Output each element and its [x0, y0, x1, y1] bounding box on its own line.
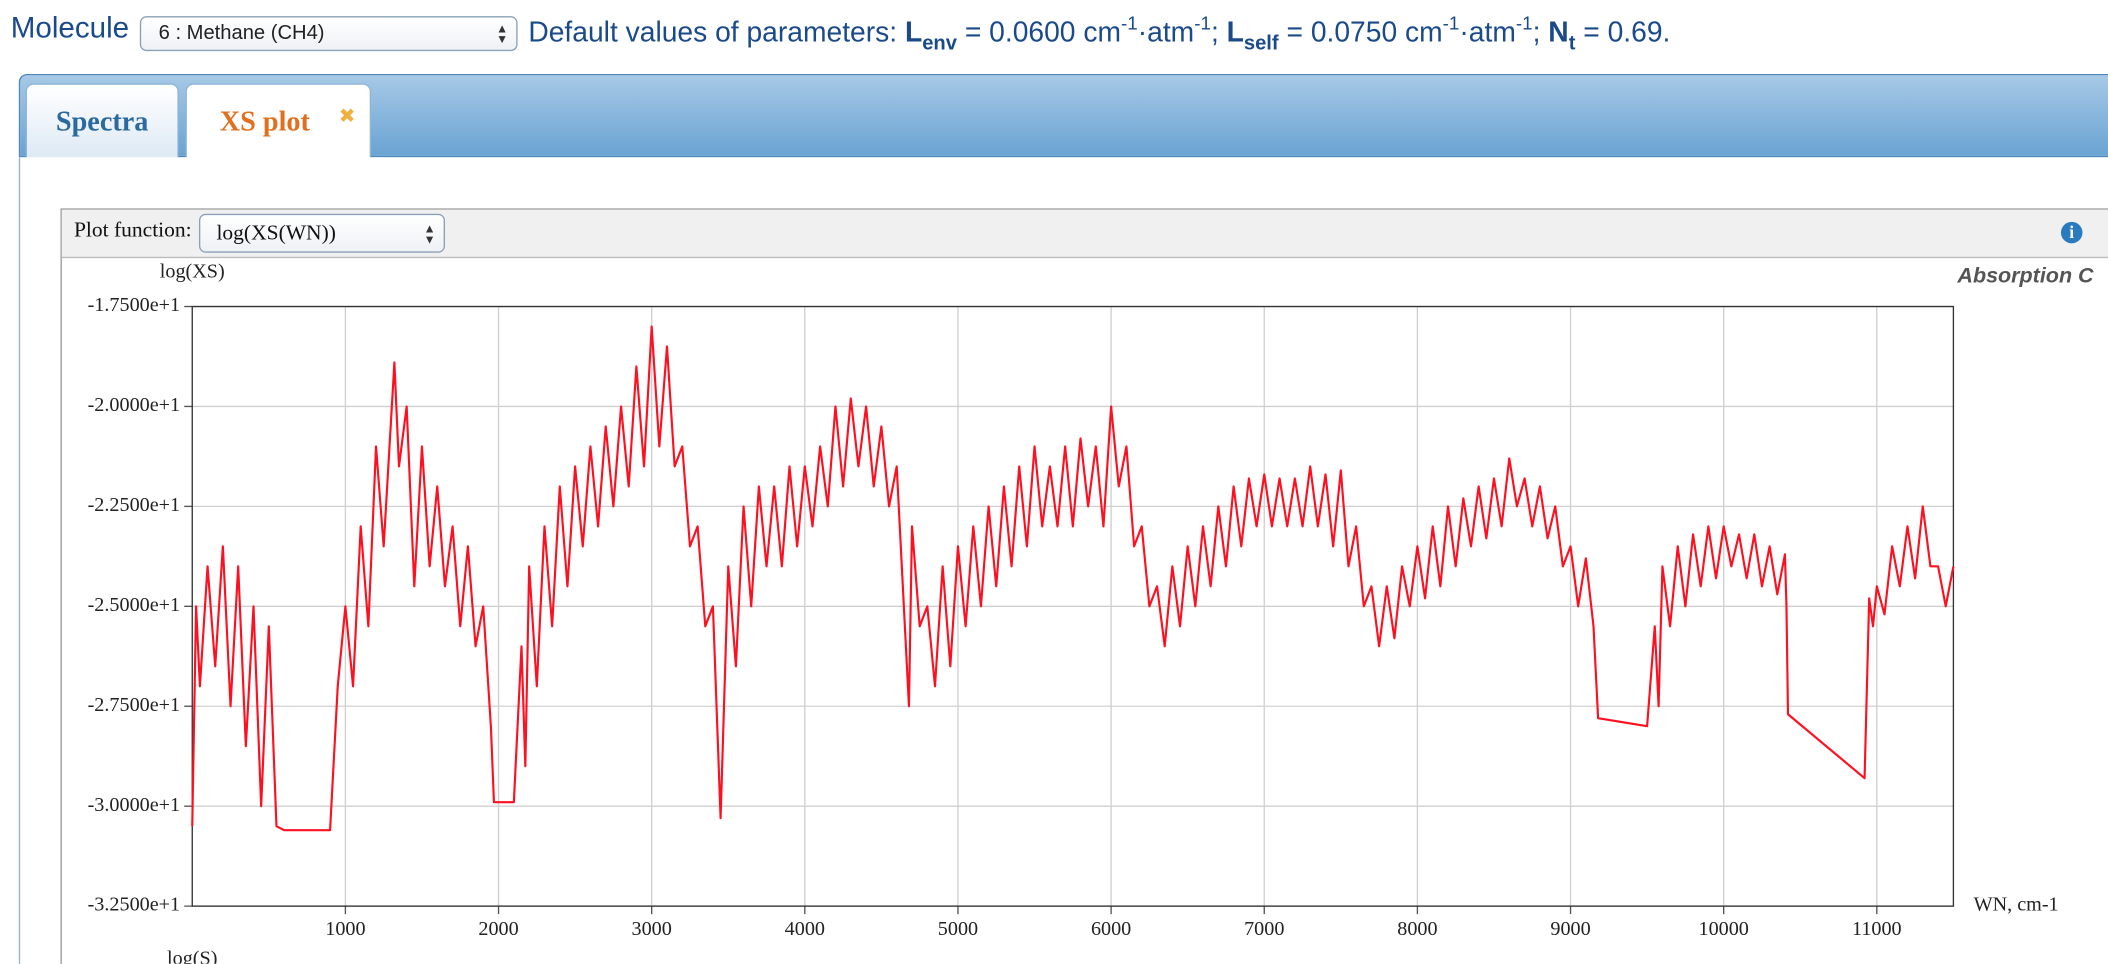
parameter-segment: self: [1243, 32, 1279, 56]
parameter-segment: ·atm: [1137, 17, 1195, 49]
x-tick-label: 10000: [1698, 918, 1748, 940]
parameter-segment: Default values of parameters:: [528, 17, 905, 49]
parameter-segment: env: [922, 32, 957, 56]
info-icon[interactable]: i: [2060, 221, 2083, 244]
y-tick-label: -2.0000e+1: [88, 394, 181, 416]
parameter-segment: t: [1568, 32, 1576, 56]
x-tick-label: 9000: [1550, 918, 1590, 940]
parameter-segment: -1: [1515, 12, 1533, 34]
parameter-segment: L: [1226, 17, 1244, 49]
parameters-text: Default values of parameters: Lenv = 0.0…: [528, 12, 1670, 55]
plot-frame: [191, 305, 1955, 907]
y-tick-label: -2.7500e+1: [88, 694, 181, 716]
x-tick-label: 11000: [1852, 918, 1902, 940]
x-tick-label: 4000: [785, 918, 825, 940]
x-tick-label: 6000: [1091, 918, 1131, 940]
tab[interactable]: Spectra: [25, 83, 179, 159]
x-tick-label: 3000: [632, 918, 672, 940]
parameter-segment: ;: [1532, 17, 1549, 49]
y-tick-label: -2.2500e+1: [88, 494, 181, 516]
parameter-segment: N: [1548, 17, 1569, 49]
tab-close[interactable]: ✖: [338, 104, 356, 128]
y-tick-label: -1.7500e+1: [88, 294, 181, 316]
parameter-segment: L: [904, 17, 923, 49]
parameter-segment: ;: [1210, 17, 1227, 49]
x-tick-label: 2000: [478, 918, 518, 940]
next-axis-title: log(S): [167, 948, 217, 964]
parameter-segment: -1: [1120, 12, 1138, 34]
parameter-segment: -1: [1442, 12, 1460, 34]
parameter-segment: -1: [1194, 12, 1211, 34]
chart-title: Absorption C: [1956, 264, 2094, 288]
parameter-segment: = 0.0750 cm: [1278, 17, 1443, 49]
x-tick-label: 1000: [325, 918, 365, 940]
select-arrows: ▲ ▼: [423, 221, 436, 246]
plot-function-select[interactable]: log(XS(WN)) ▲ ▼: [198, 213, 445, 253]
data-line: [191, 325, 1955, 832]
select-arrows: ▲ ▼: [496, 21, 509, 46]
parameter-segment: ·atm: [1459, 17, 1516, 49]
select-value: 6 : Methane (CH4): [158, 21, 325, 45]
plot-panel: [60, 208, 2108, 964]
molecule-select[interactable]: 6 : Methane (CH4) ▲ ▼: [139, 16, 518, 52]
parameter-segment: = 0.69.: [1575, 17, 1671, 49]
y-tick-label: -3.2500e+1: [88, 894, 181, 916]
x-tick-label: 7000: [1244, 918, 1284, 940]
x-tick-label: 8000: [1397, 918, 1437, 940]
x-tick-label: 5000: [938, 918, 978, 940]
x-axis-title: WN, cm-1: [1974, 894, 2059, 916]
y-axis-title: log(XS): [160, 261, 225, 283]
plot-function-label: Plot function:: [73, 219, 192, 242]
select-value: log(XS(WN)): [216, 221, 336, 245]
tab-active[interactable]: XS plot: [185, 83, 372, 159]
y-tick-label: -3.0000e+1: [88, 794, 181, 816]
parameter-segment: = 0.0600 cm: [956, 17, 1121, 49]
y-tick-label: -2.5000e+1: [88, 594, 181, 616]
molecule-label: Molecule: [10, 10, 130, 45]
